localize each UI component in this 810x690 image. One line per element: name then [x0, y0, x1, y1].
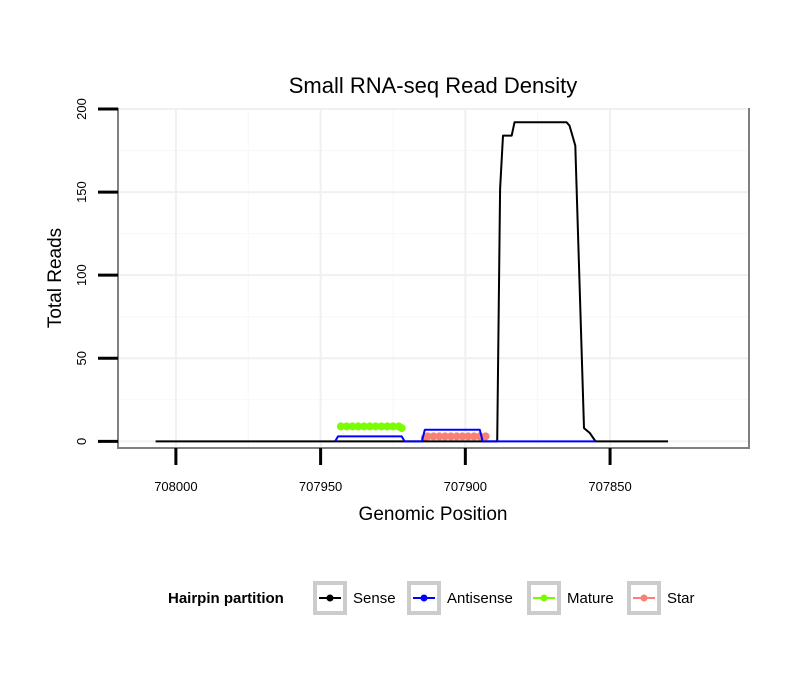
plot-panel: [117, 108, 750, 449]
legend-key-dot: [640, 594, 648, 602]
legend-key-dot: [540, 594, 548, 602]
axes: 0 50 100 150 200 708000 707950 707900 707850: [74, 98, 632, 494]
series-line-sense: [155, 121, 668, 443]
data-point-mature: [348, 422, 357, 431]
y-tick-label: 50: [74, 351, 89, 365]
data-point-mature: [365, 422, 374, 431]
x-tick-label: 707950: [299, 479, 342, 494]
data-point-mature: [397, 424, 406, 433]
series-line-antisense: [334, 428, 596, 443]
legend-items: Sense Antisense Mature Star: [313, 581, 695, 615]
legend-label-antisense: Antisense: [447, 590, 513, 607]
data-point-mature: [389, 422, 397, 431]
data-point-mature: [377, 422, 386, 431]
data-point-star: [446, 432, 455, 441]
data-point-mature: [383, 422, 392, 431]
y-tick-label: 150: [74, 181, 89, 203]
legend-key-dot: [420, 594, 428, 602]
data-point-star: [423, 432, 432, 441]
legend-label-mature: Mature: [567, 590, 614, 607]
data-point-star: [464, 432, 473, 441]
legend-label-star: Star: [667, 590, 695, 607]
legend-key-dot: [326, 594, 334, 602]
data-point-star: [470, 432, 478, 441]
y-tick-label: 200: [74, 98, 89, 120]
y-axis-label: Total Reads: [45, 228, 66, 328]
legend: Hairpin partition Sense Antisense Mature St…: [168, 581, 695, 615]
data-point-star: [458, 432, 467, 441]
x-tick-label: 708000: [154, 479, 197, 494]
grid: [119, 108, 748, 447]
y-tick-label: 0: [74, 438, 89, 445]
series-layer: [155, 121, 668, 443]
data-point-star: [435, 432, 444, 441]
x-tick-label: 707900: [444, 479, 487, 494]
legend-label-sense: Sense: [353, 590, 396, 607]
data-point-star: [452, 432, 461, 441]
data-point-mature: [336, 422, 345, 431]
chart-title: Small RNA-seq Read Density: [289, 73, 578, 98]
data-point-mature: [354, 422, 363, 431]
x-tick-label: 707850: [588, 479, 631, 494]
data-point-star: [441, 432, 450, 441]
x-axis-label: Genomic Position: [359, 504, 508, 525]
data-point-star: [429, 432, 438, 441]
data-point-mature: [342, 422, 351, 431]
data-point-star: [481, 432, 490, 441]
data-point-mature: [360, 422, 368, 431]
y-tick-label: 100: [74, 264, 89, 286]
legend-title: Hairpin partition: [168, 590, 284, 607]
data-point-mature: [371, 422, 380, 431]
